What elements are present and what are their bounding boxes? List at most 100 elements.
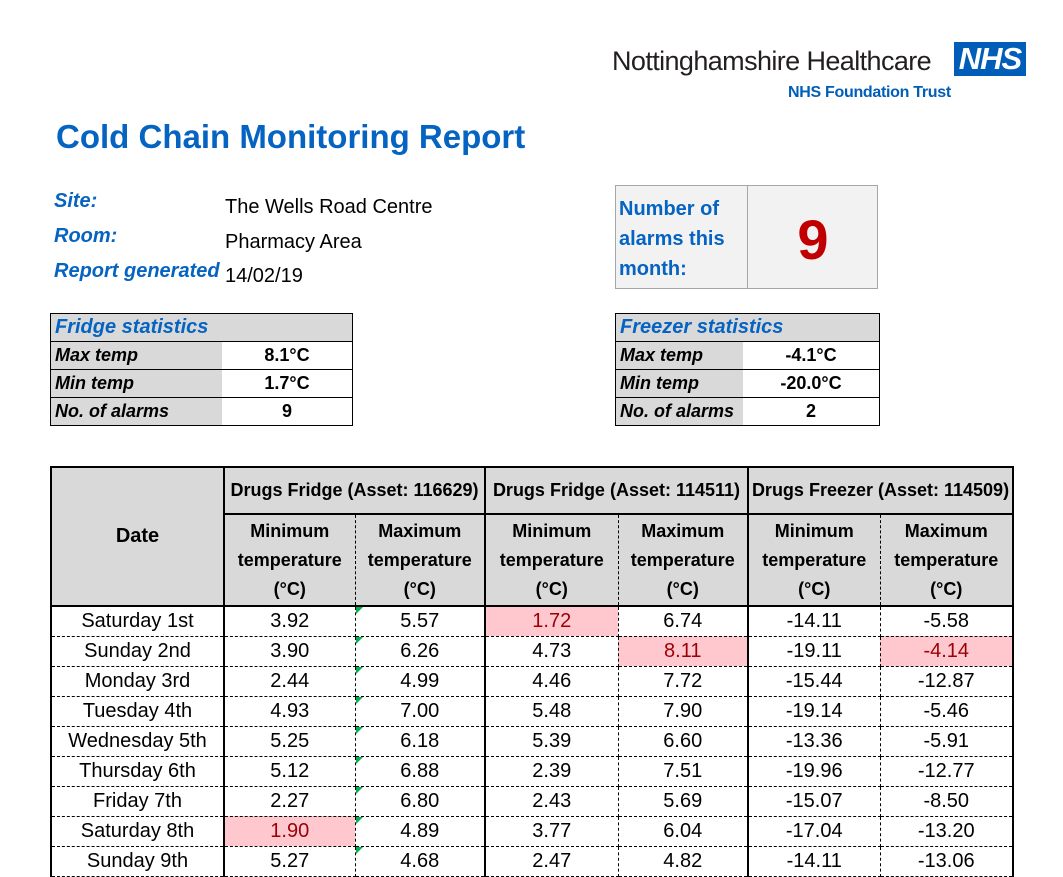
date-cell: Sunday 9th	[50, 846, 225, 877]
maximum-temperature-cell: -5.46	[879, 696, 1014, 727]
maximum-temperature-cell: 6.26	[354, 636, 486, 667]
nhs-logo: NHS	[954, 42, 1026, 76]
table-row: Sunday 9th 5.27 4.68 2.47 4.82 -14.11 -13.06	[50, 846, 1014, 877]
header-line: (°C)	[798, 578, 831, 599]
minimum-temperature-cell: 5.25	[223, 726, 356, 757]
minimum-temperature-cell: -14.11	[747, 606, 881, 637]
minimum-temperature-cell: 2.43	[484, 786, 619, 817]
minimum-temperature-cell: 2.44	[223, 666, 356, 697]
table-row: Thursday 6th 5.12 6.88 2.39 7.51 -19.96 -12.77	[50, 756, 1014, 787]
minimum-temperature-cell: 1.90	[223, 816, 356, 847]
alarm-count-value: 9	[797, 208, 829, 271]
freezer-max-temp-label: Max temp	[615, 341, 743, 370]
group-header: Drugs Fridge (Asset: 116629)	[223, 466, 486, 515]
maximum-temperature-header: Maximum temperature (°C)	[617, 513, 749, 607]
header-line: temperature	[762, 549, 867, 570]
room-value: Pharmacy Area	[225, 231, 362, 253]
minimum-temperature-cell: -17.04	[747, 816, 881, 847]
maximum-temperature-cell: 7.00	[354, 696, 486, 727]
maximum-temperature-cell: -12.87	[879, 666, 1014, 697]
report-generated-label: Report generated	[54, 260, 220, 282]
report-generated-value: 14/02/19	[225, 265, 303, 287]
minimum-temperature-cell: 2.47	[484, 846, 619, 877]
table-row: Monday 3rd 2.44 4.99 4.46 7.72 -15.44 -12.87	[50, 666, 1014, 697]
maximum-temperature-cell: 8.11	[617, 636, 749, 667]
maximum-temperature-cell: -12.77	[879, 756, 1014, 787]
report-title: Cold Chain Monitoring Report	[56, 118, 526, 155]
fridge-alarms-value: 9	[221, 397, 353, 426]
minimum-temperature-header: Minimum temperature (°C)	[223, 513, 356, 607]
header-line: (°C)	[403, 578, 436, 599]
organisation-subtitle: NHS Foundation Trust	[788, 84, 951, 101]
maximum-temperature-cell: 6.80	[354, 786, 486, 817]
table-row: Tuesday 4th 4.93 7.00 5.48 7.90 -19.14 -5.46	[50, 696, 1014, 727]
maximum-temperature-cell: 5.57	[354, 606, 486, 637]
date-cell: Saturday 8th	[50, 816, 225, 847]
minimum-temperature-cell: 2.27	[223, 786, 356, 817]
minimum-temperature-header: Minimum temperature (°C)	[747, 513, 881, 607]
date-column-header: Date	[50, 466, 225, 607]
table-row: Friday 7th 2.27 6.80 2.43 5.69 -15.07 -8.50	[50, 786, 1014, 817]
fridge-alarms-label: No. of alarms	[50, 397, 222, 426]
header-line: Minimum	[512, 520, 592, 541]
maximum-temperature-cell: 4.68	[354, 846, 486, 877]
minimum-temperature-cell: 5.39	[484, 726, 619, 757]
table-row: Saturday 8th 1.90 4.89 3.77 6.04 -17.04 -13.20	[50, 816, 1014, 847]
alarm-count-box	[615, 185, 878, 289]
minimum-temperature-cell: -19.11	[747, 636, 881, 667]
maximum-temperature-cell: 6.60	[617, 726, 749, 757]
minimum-temperature-cell: 5.12	[223, 756, 356, 787]
header-line: (°C)	[535, 578, 568, 599]
date-cell: Monday 3rd	[50, 666, 225, 697]
fridge-statistics-table: Fridge statistics Max temp 8.1°C Min tem…	[50, 313, 353, 426]
date-cell: Thursday 6th	[50, 756, 225, 787]
maximum-temperature-cell: -8.50	[879, 786, 1014, 817]
maximum-temperature-cell: -4.14	[879, 636, 1014, 667]
group-header: Drugs Freezer (Asset: 114509)	[747, 466, 1014, 515]
minimum-temperature-cell: 3.77	[484, 816, 619, 847]
room-label: Room:	[54, 225, 118, 247]
freezer-max-temp-value: -4.1°C	[742, 341, 880, 370]
freezer-alarms-value: 2	[742, 397, 880, 426]
table-row: Wednesday 5th 5.25 6.18 5.39 6.60 -13.36 -5.91	[50, 726, 1014, 757]
header-line: (°C)	[666, 578, 699, 599]
date-cell: Friday 7th	[50, 786, 225, 817]
minimum-temperature-cell: -19.14	[747, 696, 881, 727]
date-cell: Saturday 1st	[50, 606, 225, 637]
fridge-max-temp-label: Max temp	[50, 341, 222, 370]
maximum-temperature-cell: 6.04	[617, 816, 749, 847]
maximum-temperature-cell: 4.89	[354, 816, 486, 847]
maximum-temperature-header: Maximum temperature (°C)	[354, 513, 486, 607]
minimum-temperature-cell: -14.11	[747, 846, 881, 877]
alarm-box-divider	[747, 185, 748, 289]
maximum-temperature-cell: 7.51	[617, 756, 749, 787]
freezer-statistics-table: Freezer statistics Max temp -4.1°C Min t…	[615, 313, 880, 426]
site-label: Site:	[54, 190, 98, 212]
header-line: temperature	[367, 549, 472, 570]
freezer-alarms-label: No. of alarms	[615, 397, 743, 426]
maximum-temperature-cell: 4.82	[617, 846, 749, 877]
maximum-temperature-cell: 6.88	[354, 756, 486, 787]
maximum-temperature-cell: -13.06	[879, 846, 1014, 877]
minimum-temperature-cell: -13.36	[747, 726, 881, 757]
minimum-temperature-cell: -15.44	[747, 666, 881, 697]
date-cell: Tuesday 4th	[50, 696, 225, 727]
header-line: Maximum	[641, 520, 725, 541]
minimum-temperature-header: Minimum temperature (°C)	[484, 513, 619, 607]
table-row: Sunday 2nd 3.90 6.26 4.73 8.11 -19.11 -4.14	[50, 636, 1014, 667]
minimum-temperature-cell: 5.48	[484, 696, 619, 727]
maximum-temperature-cell: 4.99	[354, 666, 486, 697]
header-line: Minimum	[774, 520, 854, 541]
header-line: temperature	[499, 549, 604, 570]
maximum-temperature-cell: 6.18	[354, 726, 486, 757]
minimum-temperature-cell: -19.96	[747, 756, 881, 787]
alarm-count-label: Number of alarms this month:	[619, 198, 725, 280]
fridge-statistics-title: Fridge statistics	[50, 313, 353, 342]
table-row: Saturday 1st 3.92 5.57 1.72 6.74 -14.11 -5.58	[50, 606, 1014, 637]
fridge-min-temp-value: 1.7°C	[221, 369, 353, 398]
freezer-statistics-title: Freezer statistics	[615, 313, 880, 342]
date-cell: Sunday 2nd	[50, 636, 225, 667]
maximum-temperature-cell: 5.69	[617, 786, 749, 817]
header-line: (°C)	[273, 578, 306, 599]
freezer-min-temp-value: -20.0°C	[742, 369, 880, 398]
